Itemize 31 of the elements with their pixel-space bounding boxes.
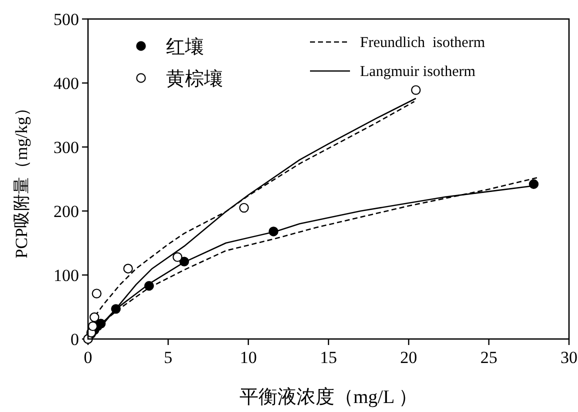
x-tick-label: 0 (84, 348, 92, 367)
legend-label: 黄棕壤 (166, 69, 223, 90)
y-tick-label: 300 (54, 138, 79, 157)
y-tick-label: 400 (54, 74, 79, 93)
y-tick-label: 500 (54, 10, 79, 29)
point (528, 179, 539, 189)
x-tick-label: 10 (240, 348, 257, 367)
point (239, 202, 249, 213)
x-tick-label: 20 (400, 348, 418, 367)
point (144, 281, 154, 291)
legend-label: 红壤 (166, 37, 204, 58)
point (172, 252, 182, 262)
legend-label: Freundlich isotherm (360, 35, 486, 51)
point (123, 264, 133, 274)
y-tick-label: 200 (54, 202, 79, 221)
point (111, 304, 121, 314)
y-tick-label: 0 (70, 330, 79, 349)
point (90, 312, 100, 322)
y-tick-label: 100 (54, 266, 79, 285)
x-tick-label: 5 (164, 348, 172, 367)
point (92, 288, 102, 298)
point (96, 318, 106, 328)
point (179, 256, 190, 266)
x-tick-label: 25 (480, 348, 498, 367)
point (411, 85, 421, 95)
x-axis-title: 平衡液浓度（mg/L ） (239, 386, 418, 408)
x-tick-label: 30 (560, 348, 578, 367)
y-axis-title: PCP吸附量（mg/kg） (12, 100, 31, 258)
legend-label: Langmuir isotherm (360, 64, 476, 80)
point (268, 226, 278, 236)
x-tick-label: 15 (320, 348, 337, 367)
